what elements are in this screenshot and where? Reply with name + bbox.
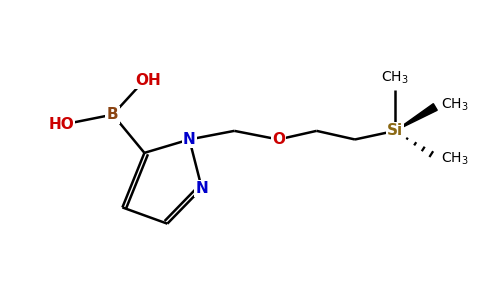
Polygon shape (395, 104, 437, 131)
Text: N: N (196, 181, 208, 196)
Text: HO: HO (48, 117, 74, 132)
Text: CH$_3$: CH$_3$ (381, 70, 409, 86)
Text: N: N (183, 132, 196, 147)
Text: B: B (107, 107, 119, 122)
Text: CH$_3$: CH$_3$ (441, 150, 469, 167)
Text: O: O (272, 132, 285, 147)
Text: CH$_3$: CH$_3$ (441, 97, 469, 113)
Text: Si: Si (387, 123, 403, 138)
Text: OH: OH (136, 73, 161, 88)
